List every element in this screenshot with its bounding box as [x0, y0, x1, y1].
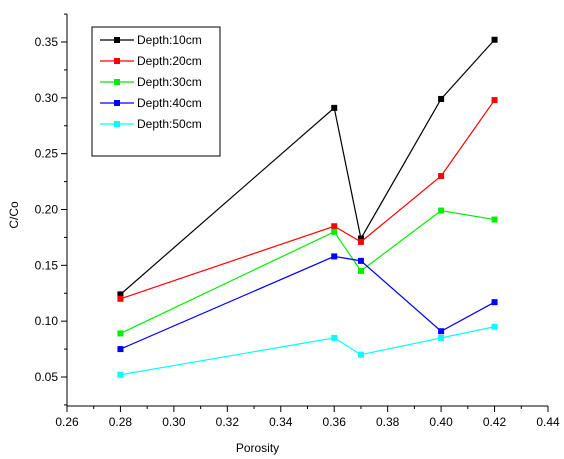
- legend-item: Depth:40cm: [100, 96, 202, 110]
- x-tick-label: 0.28: [109, 415, 133, 429]
- y-tick-label: 0.10: [35, 314, 59, 328]
- series-5: [117, 323, 498, 378]
- legend-item: Depth:50cm: [100, 117, 202, 131]
- x-axis-ticks: 0.26 0.28 0.30 0.32 0.34 0.36 0.38 0.40 0.42 0.44: [55, 406, 560, 429]
- legend-label: Depth:40cm: [137, 96, 202, 110]
- series-lines: [117, 36, 498, 378]
- x-tick-label: 0.26: [55, 415, 79, 429]
- series-4: [117, 253, 498, 353]
- data-point: [117, 346, 124, 353]
- series-1: [117, 36, 498, 298]
- x-tick-label: 0.38: [376, 415, 400, 429]
- data-point: [331, 253, 338, 260]
- data-point: [438, 207, 445, 214]
- data-point: [331, 228, 338, 235]
- legend: Depth:10cm Depth:20cm Depth:30cm Depth:40cm…: [91, 26, 221, 157]
- legend-swatch-marker: [114, 79, 120, 85]
- legend-item: Depth:30cm: [100, 75, 202, 89]
- x-tick-label: 0.30: [162, 415, 186, 429]
- y-tick-label: 0.15: [35, 258, 59, 272]
- data-point: [438, 334, 445, 341]
- data-point: [117, 371, 124, 378]
- legend-label: Depth:50cm: [137, 117, 202, 131]
- x-tick-label: 0.42: [483, 415, 507, 429]
- data-point: [491, 299, 498, 306]
- data-point: [357, 257, 364, 264]
- data-point: [438, 173, 445, 179]
- x-tick-label: 0.36: [323, 415, 347, 429]
- data-point: [331, 334, 338, 341]
- data-point: [331, 223, 338, 230]
- x-tick-label: 0.34: [269, 415, 293, 429]
- data-point: [491, 323, 498, 330]
- data-point: [357, 235, 364, 242]
- data-point: [357, 351, 364, 358]
- series-3: [117, 207, 498, 337]
- series-2: [117, 97, 498, 302]
- x-axis-label: Porosity: [236, 441, 279, 455]
- data-point: [491, 216, 498, 223]
- y-tick-label: 0.25: [35, 147, 59, 161]
- y-tick-label: 0.30: [35, 91, 59, 105]
- x-tick-label: 0.32: [216, 415, 240, 429]
- legend-swatch-marker: [114, 121, 120, 127]
- data-point: [357, 267, 364, 274]
- legend-label: Depth:10cm: [137, 33, 202, 47]
- x-tick-label: 0.40: [429, 415, 453, 429]
- data-point: [438, 328, 445, 335]
- legend-swatch-marker: [114, 100, 120, 106]
- data-point: [331, 104, 338, 111]
- y-axis-label: C/Co: [7, 201, 21, 229]
- legend-label: Depth:20cm: [137, 54, 202, 68]
- data-point: [117, 291, 124, 298]
- x-tick-label: 0.44: [536, 415, 560, 429]
- legend-item: Depth:20cm: [100, 54, 202, 68]
- data-point: [491, 97, 498, 104]
- data-point: [491, 36, 498, 43]
- y-axis-ticks: 0.05 0.10 0.15 0.20 0.25 0.30 0.35: [35, 13, 67, 406]
- data-point: [357, 238, 364, 245]
- legend-swatch-marker: [114, 37, 120, 43]
- data-point: [117, 295, 124, 302]
- y-tick-label: 0.05: [35, 370, 59, 384]
- series-line: [120, 209, 495, 334]
- y-tick-label: 0.35: [35, 35, 59, 49]
- data-point: [438, 95, 445, 102]
- legend-box: [91, 26, 221, 157]
- y-tick-label: 0.20: [35, 203, 59, 217]
- data-point: [117, 330, 124, 337]
- legend-item: Depth:10cm: [100, 33, 202, 47]
- legend-label: Depth:30cm: [137, 75, 202, 89]
- legend-swatch-marker: [114, 58, 120, 64]
